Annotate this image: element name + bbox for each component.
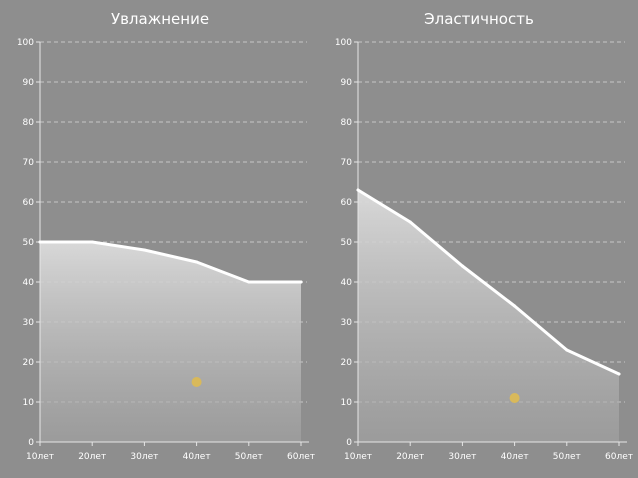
x-tick-label: 10лет <box>26 452 54 462</box>
y-tick-label: 70 <box>23 158 35 168</box>
y-tick-label: 40 <box>341 278 353 288</box>
x-tick-label: 10лет <box>344 452 372 462</box>
x-tick-label: 60лет <box>605 452 633 462</box>
y-tick-label: 80 <box>341 118 353 128</box>
x-tick-label: 40лет <box>501 452 529 462</box>
chart-title: Эластичность <box>424 10 534 28</box>
y-tick-label: 0 <box>346 438 352 448</box>
y-tick-label: 40 <box>23 278 35 288</box>
y-tick-label: 0 <box>28 438 34 448</box>
x-tick-label: 60лет <box>287 452 315 462</box>
y-tick-label: 70 <box>341 158 353 168</box>
x-tick-label: 20лет <box>78 452 106 462</box>
y-tick-label: 10 <box>23 398 35 408</box>
x-tick-label: 40лет <box>183 452 211 462</box>
data-point <box>299 280 303 284</box>
y-tick-label: 90 <box>341 78 353 88</box>
y-tick-label: 10 <box>341 398 353 408</box>
marker-point <box>509 393 520 403</box>
data-point <box>142 248 146 252</box>
data-point <box>513 304 517 308</box>
y-tick-label: 20 <box>341 358 353 368</box>
chart-title: Увлажнение <box>111 10 209 28</box>
x-tick-label: 50лет <box>553 452 581 462</box>
data-point <box>565 348 569 352</box>
x-tick-label: 30лет <box>130 452 158 462</box>
chart-elasticity: Эластичность 0 10 20 30 40 50 60 70 80 90 100 10лет… <box>335 10 633 462</box>
x-tick-label: 30лет <box>448 452 476 462</box>
y-tick-label: 90 <box>23 78 35 88</box>
chart-moisture: Увлажнение 0 10 20 30 40 50 60 70 80 90 100 10лет 20… <box>17 10 315 462</box>
y-tick-label: 50 <box>341 238 353 248</box>
y-tick-label: 80 <box>23 118 35 128</box>
data-point <box>247 280 251 284</box>
data-point <box>617 372 621 376</box>
y-tick-label: 60 <box>23 198 35 208</box>
y-tick-label: 30 <box>23 318 35 328</box>
y-tick-label: 60 <box>341 198 353 208</box>
data-point <box>90 240 94 244</box>
y-tick-label: 100 <box>335 38 352 48</box>
marker-point <box>191 377 202 387</box>
y-tick-label: 30 <box>341 318 353 328</box>
series-line <box>38 240 303 284</box>
data-point <box>408 220 412 224</box>
series-area <box>40 242 301 442</box>
data-point <box>356 188 360 192</box>
x-tick-label: 50лет <box>235 452 263 462</box>
series-area <box>358 190 619 442</box>
series-line <box>356 188 621 376</box>
x-tick-label: 20лет <box>396 452 424 462</box>
y-tick-label: 20 <box>23 358 35 368</box>
y-tick-label: 50 <box>23 238 35 248</box>
y-tick-label: 100 <box>17 38 34 48</box>
data-point <box>460 264 464 268</box>
data-point <box>195 260 199 264</box>
data-point <box>38 240 42 244</box>
